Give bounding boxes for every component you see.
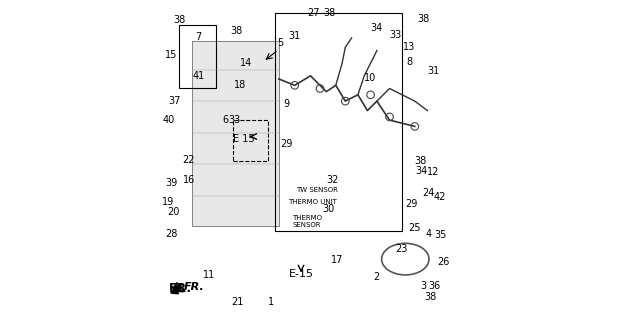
Text: 8: 8 (406, 57, 412, 67)
Text: 33: 33 (389, 30, 401, 40)
Text: 11: 11 (204, 270, 216, 280)
Text: 9: 9 (283, 99, 289, 109)
Text: 40: 40 (163, 115, 175, 125)
Text: 17: 17 (331, 255, 343, 265)
Text: 42: 42 (434, 192, 446, 203)
Text: 29: 29 (406, 199, 418, 209)
Text: 16: 16 (183, 175, 195, 185)
Text: 38: 38 (323, 8, 335, 18)
Text: 20: 20 (167, 207, 179, 217)
Text: 2: 2 (373, 272, 380, 283)
Text: 37: 37 (168, 96, 180, 106)
Text: 38: 38 (414, 156, 427, 166)
Bar (179, 25, 216, 88)
Text: 34: 34 (415, 166, 428, 176)
Text: 38: 38 (230, 26, 243, 36)
Text: 19: 19 (162, 197, 175, 207)
Bar (275, 13, 401, 231)
Text: 10: 10 (364, 73, 377, 83)
Text: 4: 4 (426, 229, 432, 239)
Text: 27: 27 (307, 8, 319, 18)
Text: 22: 22 (182, 155, 195, 165)
Text: 1: 1 (268, 297, 274, 307)
Text: 32: 32 (326, 175, 338, 185)
Text: THERMO
SENSOR: THERMO SENSOR (292, 215, 322, 228)
Text: 6: 6 (222, 115, 228, 125)
Text: 3: 3 (420, 281, 427, 291)
Text: 41: 41 (192, 71, 204, 81)
Text: 39: 39 (165, 178, 178, 188)
Text: 30: 30 (323, 204, 335, 214)
Text: 12: 12 (427, 167, 439, 177)
Text: E 15: E 15 (234, 134, 255, 144)
Text: 7: 7 (195, 32, 202, 42)
Text: 38: 38 (417, 14, 430, 24)
Text: 29: 29 (280, 139, 292, 149)
Text: 23: 23 (396, 244, 408, 254)
Text: FR.: FR. (169, 282, 192, 295)
Text: 13: 13 (403, 42, 415, 52)
Text: 28: 28 (165, 229, 178, 239)
Text: 15: 15 (164, 50, 177, 60)
Text: 36: 36 (428, 281, 440, 291)
Text: 38: 38 (173, 15, 186, 25)
Text: 14: 14 (239, 58, 252, 68)
Text: 26: 26 (438, 257, 450, 267)
Text: 31: 31 (289, 31, 301, 41)
Text: 5: 5 (276, 38, 283, 48)
Text: 18: 18 (234, 80, 246, 90)
FancyArrowPatch shape (171, 285, 183, 294)
Text: 34: 34 (371, 23, 383, 33)
Text: E-15: E-15 (289, 269, 314, 279)
Bar (233, 120, 268, 161)
Text: FR.: FR. (184, 282, 205, 292)
Text: 38: 38 (424, 292, 436, 302)
Text: 25: 25 (408, 222, 421, 233)
Text: 33: 33 (228, 115, 241, 125)
Polygon shape (192, 41, 279, 226)
Text: 31: 31 (428, 66, 440, 76)
Text: 24: 24 (422, 188, 435, 198)
Text: TW SENSOR: TW SENSOR (296, 187, 338, 192)
Text: 21: 21 (232, 297, 244, 307)
Text: 35: 35 (435, 230, 447, 240)
Text: THERMO UNIT: THERMO UNIT (287, 199, 337, 204)
